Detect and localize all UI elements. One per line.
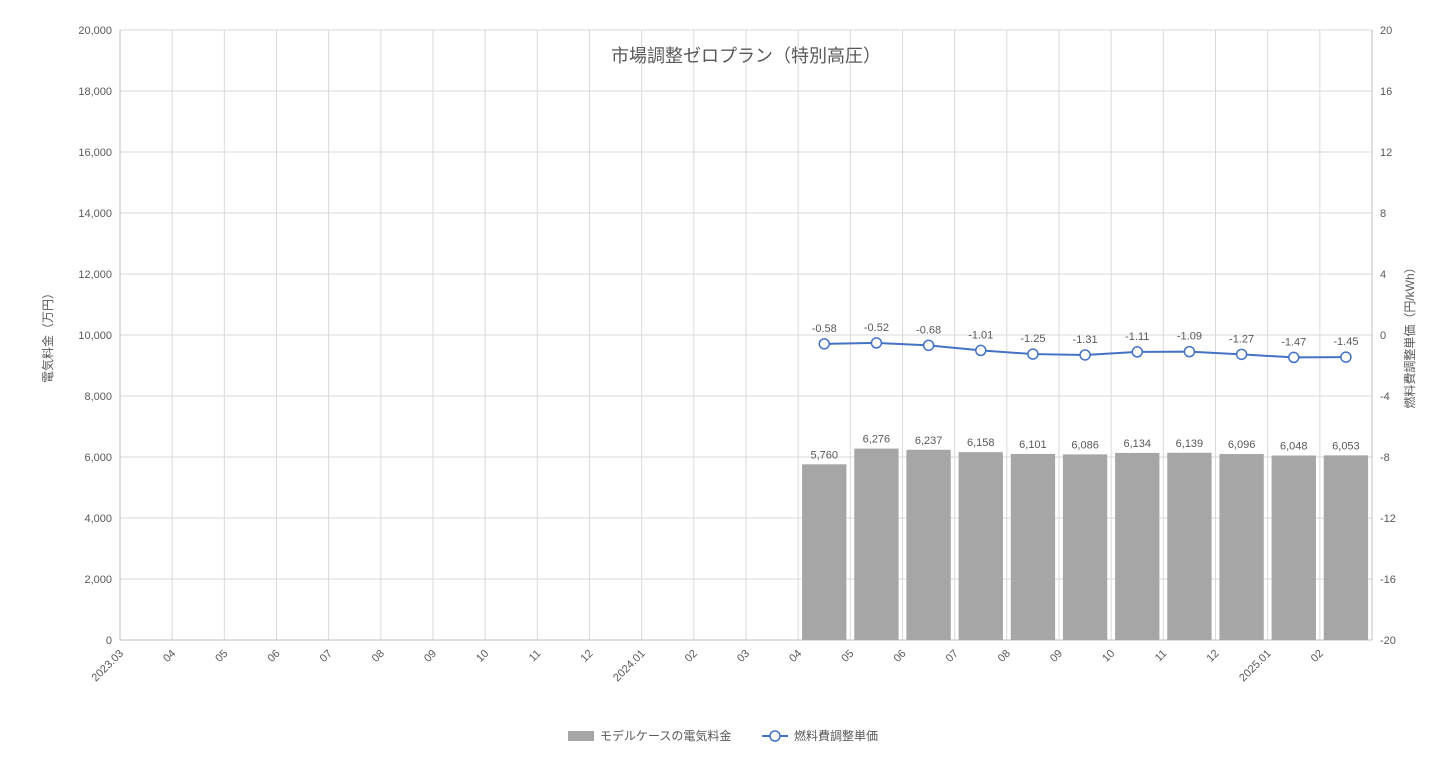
line-marker: [1237, 349, 1247, 359]
bar-data-label: 6,134: [1123, 438, 1151, 450]
line-data-label: -1.31: [1073, 334, 1098, 346]
y-right-tick-label: -20: [1380, 635, 1396, 647]
bar-data-label: 6,237: [915, 435, 943, 447]
y-right-tick-label: 20: [1380, 25, 1392, 37]
y-left-axis-label: 電気料金（万円）: [40, 287, 55, 383]
line-data-label: -0.68: [916, 324, 941, 336]
y-right-tick-label: 0: [1380, 330, 1386, 342]
y-left-tick-label: 6,000: [84, 452, 112, 464]
bar-data-label: 6,276: [863, 434, 891, 446]
y-left-tick-label: 16,000: [78, 147, 112, 159]
bar: [1115, 453, 1159, 640]
y-right-tick-label: -8: [1380, 452, 1390, 464]
bar-data-label: 6,158: [967, 437, 995, 449]
y-left-tick-label: 8,000: [84, 391, 112, 403]
bar-data-label: 6,139: [1176, 438, 1204, 450]
line-data-label: -1.45: [1333, 336, 1358, 348]
line-marker: [819, 339, 829, 349]
y-right-tick-label: -16: [1380, 574, 1396, 586]
line-marker: [924, 340, 934, 350]
legend-label: モデルケースの電気料金: [600, 728, 731, 743]
y-left-tick-label: 4,000: [84, 513, 112, 525]
plot-bg: [20, 20, 1432, 756]
bar-data-label: 6,096: [1228, 439, 1256, 451]
bar: [906, 450, 950, 640]
bar: [854, 449, 898, 640]
y-right-tick-label: -4: [1380, 391, 1390, 403]
line-marker: [871, 338, 881, 348]
bar: [959, 452, 1003, 640]
line-marker: [1132, 347, 1142, 357]
y-right-axis-label: 燃料費調整単価（円/kWh）: [1402, 261, 1417, 408]
bar-data-label: 6,053: [1332, 440, 1360, 452]
y-left-tick-label: 18,000: [78, 86, 112, 98]
bar: [1324, 455, 1368, 640]
bar-data-label: 6,101: [1019, 439, 1047, 451]
bar-data-label: 6,048: [1280, 441, 1308, 453]
line-data-label: -1.11: [1125, 331, 1149, 343]
legend: モデルケースの電気料金 燃料費調整単価: [568, 728, 878, 743]
chart-svg: 0 2,000 4,000 6,000 8,000 10,000 12,000 14,000 1…: [20, 20, 1432, 756]
line-data-label: -1.27: [1229, 333, 1254, 345]
line-marker: [1184, 347, 1194, 357]
line-data-label: -1.09: [1177, 331, 1202, 343]
y-right-tick-label: -12: [1380, 513, 1396, 525]
line-data-label: -1.47: [1281, 336, 1306, 348]
line-data-label: -1.25: [1020, 333, 1045, 345]
bar-data-label: 6,086: [1071, 439, 1099, 451]
line-data-label: -0.58: [812, 323, 837, 335]
line-marker: [1289, 352, 1299, 362]
y-right-tick-label: 8: [1380, 208, 1386, 220]
bar: [802, 464, 846, 640]
bar: [1219, 454, 1263, 640]
line-marker: [1341, 352, 1351, 362]
y-left-tick-label: 2,000: [84, 574, 112, 586]
bar: [1063, 454, 1107, 640]
y-right-tick-label: 4: [1380, 269, 1386, 281]
legend-swatch-marker: [770, 731, 780, 741]
y-left-tick-label: 14,000: [78, 208, 112, 220]
y-right-tick-label: 12: [1380, 147, 1392, 159]
chart-title: 市場調整ゼロプラン（特別高圧）: [611, 46, 881, 66]
line-data-label: -1.01: [968, 329, 993, 341]
bar: [1011, 454, 1055, 640]
chart-container: 0 2,000 4,000 6,000 8,000 10,000 12,000 14,000 1…: [20, 20, 1432, 756]
line-marker: [1028, 349, 1038, 359]
line-data-label: -0.52: [864, 322, 889, 334]
line-marker: [1080, 350, 1090, 360]
y-left-tick-label: 10,000: [78, 330, 112, 342]
legend-label: 燃料費調整単価: [794, 728, 878, 743]
bar: [1167, 453, 1211, 640]
bar: [1272, 456, 1316, 640]
y-left-tick-label: 20,000: [78, 25, 112, 37]
y-left-tick-label: 12,000: [78, 269, 112, 281]
legend-swatch-bar: [568, 731, 594, 741]
y-left-tick-label: 0: [106, 635, 112, 647]
bar-data-label: 5,760: [810, 449, 838, 461]
line-marker: [976, 345, 986, 355]
y-right-tick-label: 16: [1380, 86, 1392, 98]
